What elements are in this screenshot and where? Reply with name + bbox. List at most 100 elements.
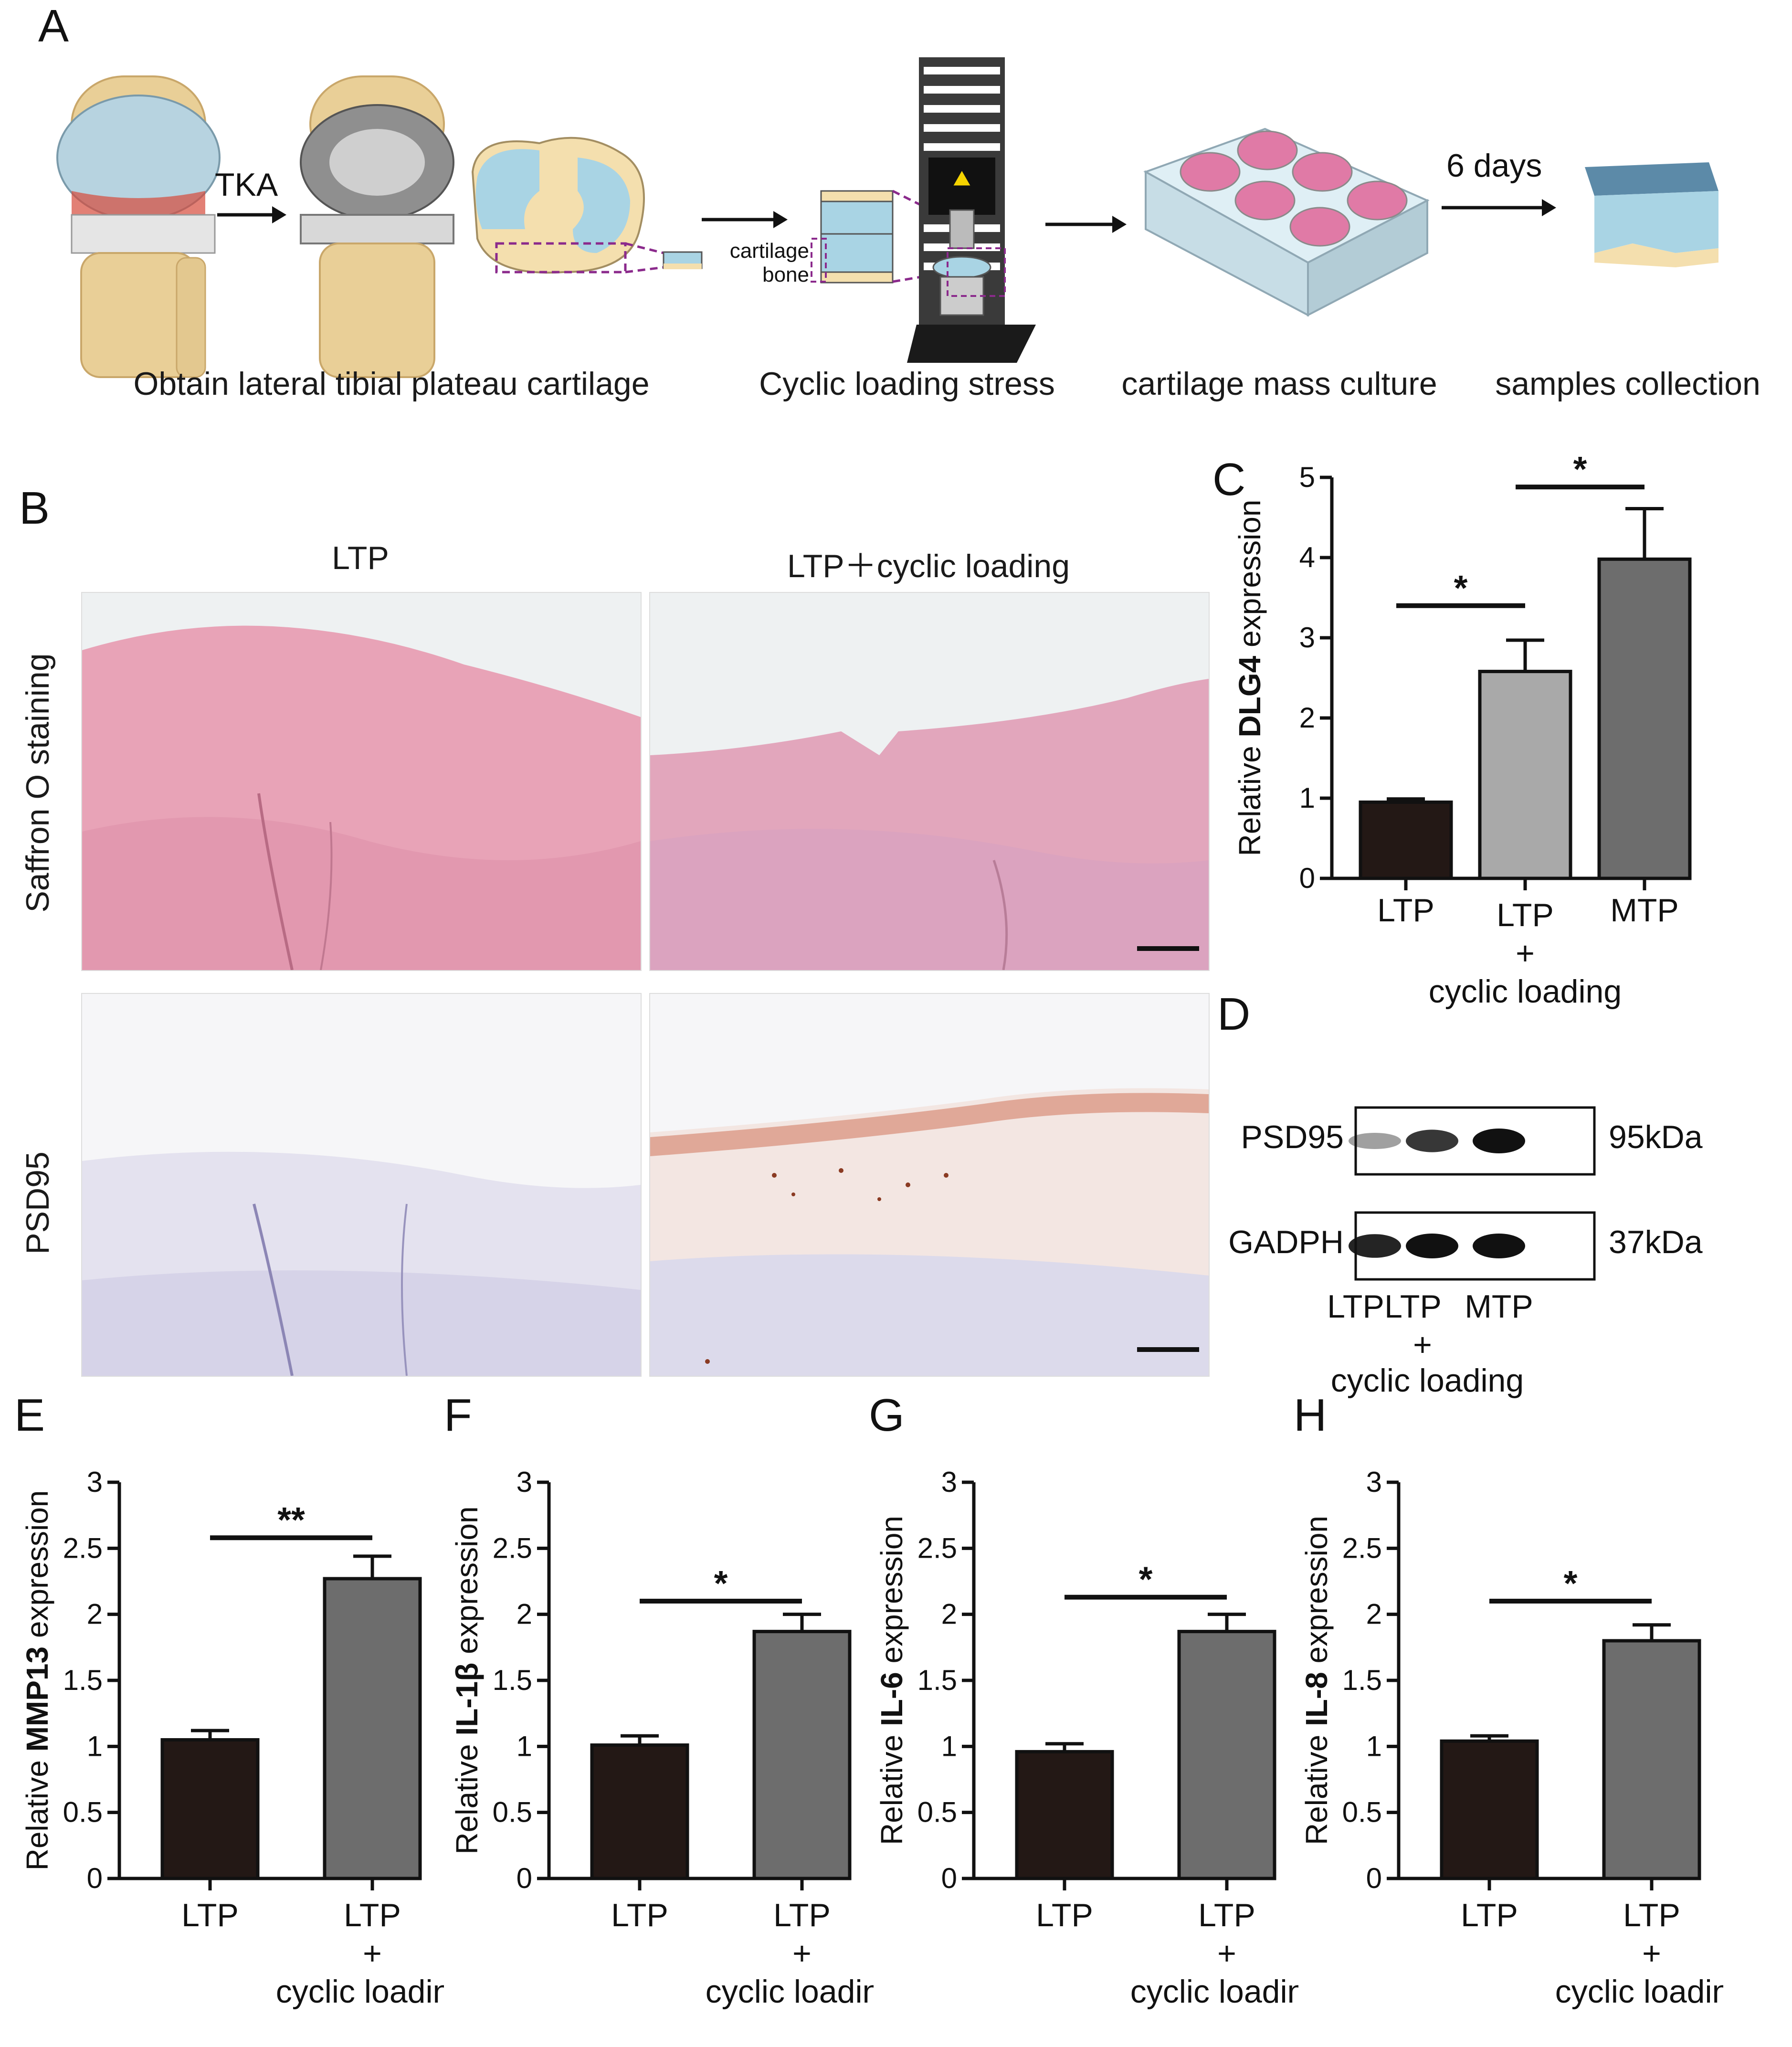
blot-band bbox=[1349, 1234, 1401, 1258]
cyclic-loading-machine bbox=[907, 57, 1036, 363]
blot-band bbox=[1406, 1234, 1458, 1258]
y-tick-label: 1.5 bbox=[1342, 1664, 1382, 1696]
y-tick-label: 3 bbox=[941, 1466, 957, 1498]
category-label: cyclic loading bbox=[1555, 1973, 1723, 2010]
bar bbox=[323, 1577, 422, 1880]
bar bbox=[590, 1743, 689, 1880]
category-label: LTP bbox=[773, 1897, 831, 1933]
panel-label-f: F bbox=[444, 1390, 472, 1441]
panel-label-b: B bbox=[19, 483, 50, 534]
y-tick-label: 2.5 bbox=[493, 1532, 532, 1564]
category-label: + bbox=[1516, 935, 1535, 971]
blot-lane-plus: + bbox=[1413, 1327, 1432, 1363]
y-tick-label: 1 bbox=[1299, 782, 1315, 814]
tibial-plateau-section bbox=[471, 137, 703, 274]
significance-marker: * bbox=[1564, 1563, 1578, 1603]
bar bbox=[1359, 800, 1453, 880]
western-blot: PSD95 95kDa GADPH 37kDa LTP LTP MTP + cyclic loa… bbox=[1222, 1069, 1747, 1403]
row-header-psd95: PSD95 bbox=[20, 1151, 56, 1255]
saffron-o-cyclic-image bbox=[649, 592, 1210, 971]
y-tick-label: 1 bbox=[517, 1730, 532, 1762]
y-tick-label: 2 bbox=[1299, 702, 1315, 734]
category-label: LTP bbox=[344, 1897, 401, 1933]
blot-lane-label: LTP bbox=[1327, 1288, 1384, 1325]
category-label: LTP bbox=[1461, 1897, 1518, 1933]
y-tick-label: 2 bbox=[87, 1598, 103, 1630]
y-tick-label: 3 bbox=[1299, 622, 1315, 654]
il6-bar-chart: 0 0.5 1 1.5 2 2.5 3 Relative IL-6 expression LTP… bbox=[875, 1466, 1298, 2010]
significance-marker: * bbox=[1454, 568, 1468, 608]
y-axis-label: Relative IL-1β expression bbox=[450, 1506, 484, 1854]
psd95-ltp-image bbox=[81, 993, 642, 1377]
culture-plate bbox=[1143, 127, 1430, 317]
blot-band bbox=[1473, 1234, 1525, 1258]
blot-size-label: 95kDa bbox=[1609, 1119, 1703, 1155]
bar bbox=[752, 1630, 852, 1880]
category-label: LTP bbox=[1377, 892, 1434, 929]
significance-marker: * bbox=[1573, 454, 1587, 489]
category-label: + bbox=[792, 1935, 812, 1972]
bar bbox=[160, 1738, 260, 1880]
bar bbox=[1602, 1639, 1701, 1880]
blot-band bbox=[1406, 1129, 1458, 1152]
explant-block bbox=[811, 190, 894, 284]
knee-oa-illustration bbox=[56, 75, 221, 378]
panel-label-c: C bbox=[1212, 454, 1246, 505]
y-tick-label: 1.5 bbox=[917, 1664, 957, 1696]
y-tick-label: 1.5 bbox=[63, 1664, 103, 1696]
y-tick-label: 2 bbox=[1366, 1598, 1382, 1630]
blot-lane-label: MTP bbox=[1465, 1288, 1533, 1325]
y-tick-label: 0 bbox=[1366, 1862, 1382, 1894]
workflow-schematic: TKA cartilage bone bbox=[56, 57, 1718, 378]
bar bbox=[1478, 670, 1572, 880]
y-tick-label: 3 bbox=[1366, 1466, 1382, 1498]
y-axis-label: Relative IL-8 expression bbox=[1299, 1516, 1334, 1845]
category-label: cyclic loading bbox=[706, 1973, 874, 2010]
blot-lane-label: LTP bbox=[1384, 1288, 1442, 1325]
y-tick-label: 1.5 bbox=[493, 1664, 532, 1696]
y-tick-label: 0 bbox=[1299, 862, 1315, 894]
y-tick-label: 2 bbox=[941, 1598, 957, 1630]
category-label: + bbox=[1217, 1935, 1236, 1972]
significance-marker: ** bbox=[277, 1500, 305, 1540]
blot-band bbox=[1349, 1133, 1401, 1149]
y-tick-label: 2.5 bbox=[63, 1532, 103, 1564]
panel-label-e: E bbox=[14, 1390, 45, 1441]
bone-layer-label: bone bbox=[762, 263, 809, 286]
tka-label: TKA bbox=[215, 167, 278, 203]
blot-row-label: GADPH bbox=[1228, 1224, 1344, 1260]
y-tick-label: 1 bbox=[1366, 1730, 1382, 1762]
panel-label-a: A bbox=[38, 0, 69, 52]
significance-marker: * bbox=[1139, 1560, 1153, 1599]
y-tick-label: 0 bbox=[87, 1862, 103, 1894]
caption-cyclic-loading: Cyclic loading stress bbox=[759, 366, 1055, 402]
knee-prosthesis-illustration bbox=[300, 75, 454, 378]
y-tick-label: 2 bbox=[517, 1598, 532, 1630]
y-tick-label: 0.5 bbox=[493, 1796, 532, 1828]
y-tick-label: 2.5 bbox=[917, 1532, 957, 1564]
category-label: cyclic loading bbox=[1429, 973, 1622, 1010]
y-axis-label: Relative MMP13 expression bbox=[20, 1490, 54, 1871]
cartilage-layer-label: cartilage bbox=[730, 239, 809, 263]
bar bbox=[1177, 1630, 1276, 1880]
caption-mass-culture: cartilage mass culture bbox=[1121, 366, 1437, 402]
scale-bar bbox=[1137, 946, 1199, 951]
category-label: LTP bbox=[1623, 1897, 1680, 1933]
panel-label-d: D bbox=[1217, 989, 1251, 1040]
category-label: LTP bbox=[1497, 897, 1554, 933]
y-tick-label: 0.5 bbox=[1342, 1796, 1382, 1828]
y-tick-label: 3 bbox=[517, 1466, 532, 1498]
il1b-bar-chart: 0 0.5 1 1.5 2 2.5 3 Relative IL-1β expression LT… bbox=[450, 1466, 874, 2010]
blot-row-label: PSD95 bbox=[1241, 1119, 1344, 1155]
y-tick-label: 5 bbox=[1299, 461, 1315, 493]
category-label: + bbox=[363, 1935, 382, 1972]
column-header-ltp-cyclic: LTP＋cyclic loading bbox=[787, 548, 1070, 584]
panel-label-g: G bbox=[869, 1390, 905, 1441]
psd95-cyclic-image bbox=[649, 993, 1210, 1377]
days-label: 6 days bbox=[1446, 148, 1542, 184]
category-label: LTP bbox=[1198, 1897, 1255, 1933]
y-tick-label: 0.5 bbox=[917, 1796, 957, 1828]
category-label: LTP bbox=[181, 1897, 239, 1933]
y-tick-label: 1 bbox=[941, 1730, 957, 1762]
